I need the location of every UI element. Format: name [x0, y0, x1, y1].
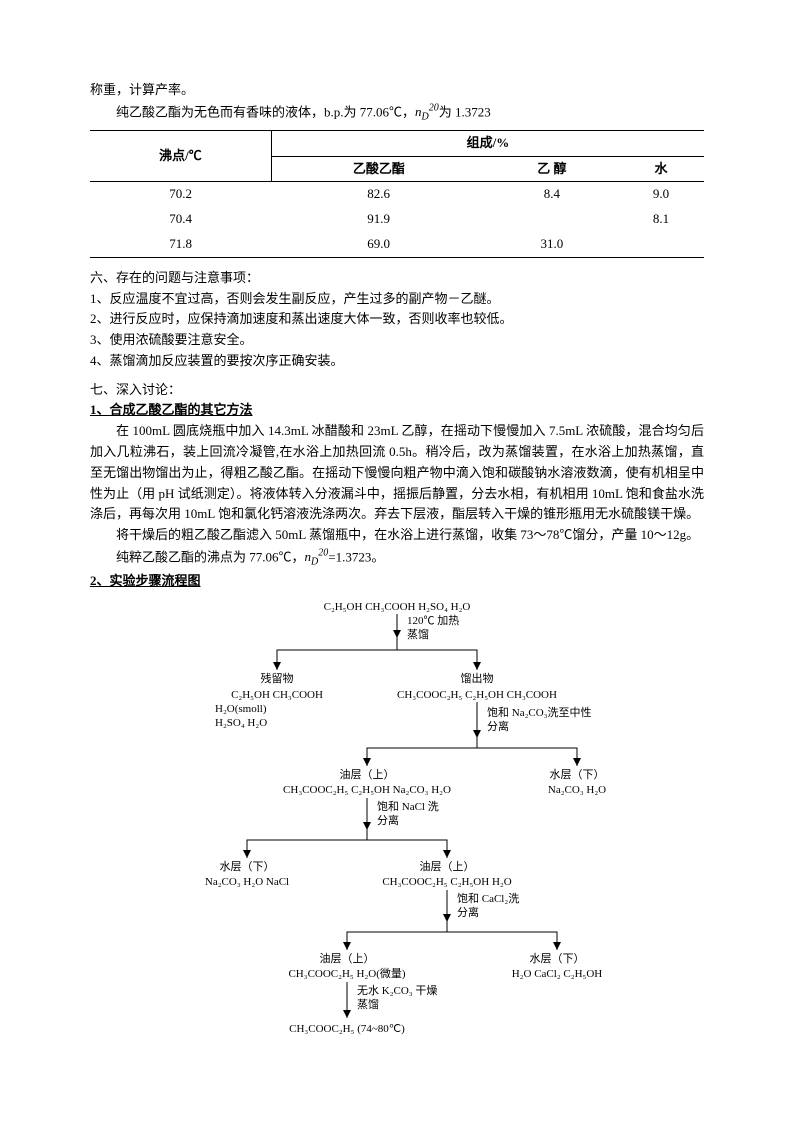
- flowchart: C₂H₅OH CH₃COOH H₂SO₄ H₂O 120℃ 加热 蒸馏 残留物 …: [90, 598, 704, 1048]
- intro-line2: 纯乙酸乙酯为无色而有香味的液体，b.p.为 77.06℃，nD20为 1.372…: [90, 101, 704, 126]
- svg-text:油层（上）: 油层（上）: [420, 859, 475, 873]
- svg-text:油层（上）: 油层（上）: [340, 767, 395, 781]
- svg-text:C₂H₅OH CH₃COOH: C₂H₅OH CH₃COOH: [231, 689, 323, 701]
- sec6-title: 六、存在的问题与注意事项：: [90, 268, 704, 289]
- table-row: 70.491.98.1: [90, 207, 704, 232]
- svg-text:分离: 分离: [377, 813, 399, 827]
- svg-text:饱和 CaCl₂洗: 饱和 CaCl₂洗: [457, 891, 519, 905]
- sec6-item: 2、进行反应时，应保持滴加速度和蒸出速度大体一致，否则收率也较低。: [90, 309, 704, 330]
- composition-table: 沸点/℃ 组成/% 乙酸乙酯 乙 醇 水 70.282.68.49.0 70.4…: [90, 130, 704, 258]
- svg-text:CH₃COOC₂H₅ H₂O(微量): CH₃COOC₂H₅ H₂O(微量): [288, 966, 405, 980]
- th-c3: 水: [618, 156, 704, 182]
- sec7-sub2: 2、实验步骤流程图: [90, 571, 704, 592]
- svg-text:蒸馏: 蒸馏: [357, 997, 379, 1011]
- svg-text:饱和 Na₂CO₃洗至中性: 饱和 Na₂CO₃洗至中性: [487, 705, 592, 719]
- sec7-sub1: 1、合成乙酸乙酯的其它方法: [90, 400, 704, 421]
- table-row: 71.869.031.0: [90, 232, 704, 257]
- sec6-item: 3、使用浓硫酸要注意安全。: [90, 330, 704, 351]
- svg-text:水层（下）: 水层（下）: [550, 768, 605, 781]
- th-c2: 乙 醇: [486, 156, 618, 182]
- svg-text:无水 K₂CO₃ 干燥: 无水 K₂CO₃ 干燥: [357, 984, 437, 997]
- sec7-p2: 将干燥后的粗乙酸乙酯滤入 50mL 蒸馏瓶中，在水浴上进行蒸馏，收集 73～78…: [90, 525, 704, 546]
- svg-text:H₂O CaCl₂ C₂H₅OH: H₂O CaCl₂ C₂H₅OH: [512, 968, 603, 980]
- svg-text:馏出物: 馏出物: [461, 671, 494, 685]
- svg-text:CH₃COOC₂H₅ C₂H₅OH Na₂CO₃ H: CH₃COOC₂H₅ C₂H₅OH Na₂CO₃ H₂O: [283, 784, 451, 796]
- sec7-p1: 在 100mL 圆底烧瓶中加入 14.3mL 冰醋酸和 23mL 乙醇，在摇动下…: [90, 421, 704, 525]
- svg-text:CH₃COOC₂H₅ C₂H₅OH H₂O: CH₃COOC₂H₅ C₂H₅OH H₂O: [382, 876, 511, 888]
- svg-text:Na₂CO₃ H₂O NaCl: Na₂CO₃ H₂O NaCl: [205, 876, 289, 888]
- table-row: 70.282.68.49.0: [90, 182, 704, 207]
- sec6-item: 1、反应温度不宜过高，否则会发生副反应，产生过多的副产物－乙醚。: [90, 289, 704, 310]
- sec7-p3: 纯粹乙酸乙酯的沸点为 77.06℃，nD20=1.3723。: [90, 546, 704, 571]
- sec7-title: 七、深入讨论：: [90, 380, 704, 401]
- svg-text:120℃ 加热: 120℃ 加热: [407, 614, 459, 627]
- th-c1: 乙酸乙酯: [271, 156, 486, 182]
- intro-line1: 称重，计算产率。: [90, 80, 704, 101]
- svg-text:蒸馏: 蒸馏: [407, 627, 429, 641]
- svg-text:残留物: 残留物: [261, 671, 294, 685]
- svg-text:H₂SO₄ H₂O: H₂SO₄ H₂O: [215, 717, 267, 729]
- svg-text:油层（上）: 油层（上）: [320, 951, 375, 965]
- svg-text:分离: 分离: [457, 905, 479, 919]
- svg-text:C₂H₅OH CH₃COOH H₂SO₄ H₂O: C₂H₅OH CH₃COOH H₂SO₄ H₂O: [324, 601, 471, 613]
- svg-text:Na₂CO₃ H₂O: Na₂CO₃ H₂O: [548, 784, 606, 796]
- svg-text:分离: 分离: [487, 719, 509, 733]
- svg-text:水层（下）: 水层（下）: [530, 952, 585, 965]
- sec6-item: 4、蒸馏滴加反应装置的要按次序正确安装。: [90, 351, 704, 372]
- th-group: 组成/%: [271, 130, 704, 156]
- svg-text:CH₃COOC₂H₅ C₂H₅OH CH₃COOH: CH₃COOC₂H₅ C₂H₅OH CH₃COOH: [397, 689, 557, 701]
- th-bp: 沸点/℃: [90, 130, 271, 182]
- svg-text:H₂O(smoll): H₂O(smoll): [215, 703, 267, 715]
- svg-text:饱和 NaCl 洗: 饱和 NaCl 洗: [377, 799, 439, 813]
- svg-text:CH₃COOC₂H₅ (74~80℃): CH₃COOC₂H₅ (74~80℃): [289, 1023, 405, 1035]
- svg-text:水层（下）: 水层（下）: [220, 860, 275, 873]
